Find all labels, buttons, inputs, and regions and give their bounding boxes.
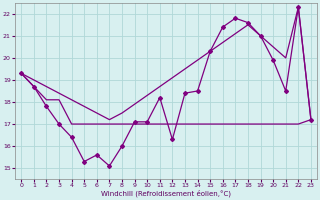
- X-axis label: Windchill (Refroidissement éolien,°C): Windchill (Refroidissement éolien,°C): [101, 190, 231, 197]
